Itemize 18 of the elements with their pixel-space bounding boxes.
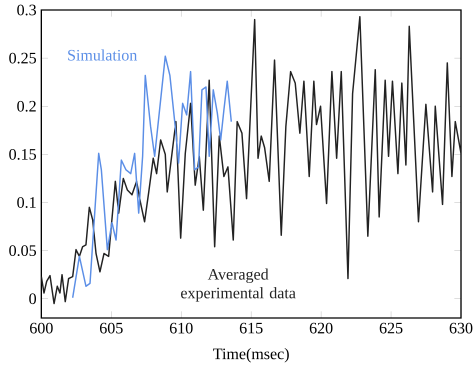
y-tick-label: 0.1 <box>17 197 36 208</box>
x-tick-label: 600 <box>30 322 53 334</box>
x-tick-label: 620 <box>310 322 332 334</box>
x-tick-label: 605 <box>100 322 123 334</box>
x-axis-title: Time(msec) <box>213 348 289 363</box>
y-tick-label: 0.05 <box>9 245 36 256</box>
series-label: Simulation <box>68 49 138 61</box>
y-tick-label: 0.25 <box>9 52 36 64</box>
y-tick-label: 0.15 <box>9 148 36 160</box>
x-tick-label: 610 <box>170 322 193 334</box>
x-tick-label: 615 <box>240 322 263 334</box>
x-tick-label: 630 <box>450 322 472 334</box>
y-tick-label: 0 <box>29 293 36 304</box>
x-tick-label: 625 <box>380 322 402 334</box>
y-tick-label: 0.3 <box>17 4 36 16</box>
line-series <box>41 16 462 304</box>
series-label: Averaged experimental data <box>181 268 296 302</box>
y-tick-label: 0.2 <box>17 100 36 112</box>
